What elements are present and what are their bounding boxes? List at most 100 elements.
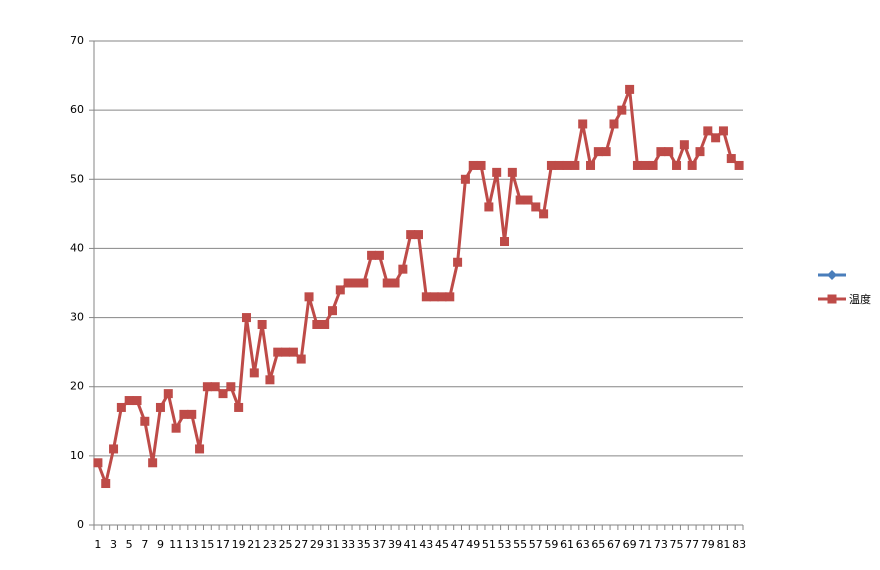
x-tick-label: 57 xyxy=(529,538,543,551)
marker xyxy=(351,278,361,288)
marker xyxy=(492,167,502,177)
marker xyxy=(312,319,322,329)
marker xyxy=(476,160,486,170)
marker xyxy=(640,160,650,170)
marker xyxy=(484,202,494,212)
x-tick-label: 47 xyxy=(451,538,465,551)
marker xyxy=(570,160,580,170)
x-tick-label: 13 xyxy=(185,538,199,551)
marker xyxy=(179,409,189,419)
x-tick-label: 7 xyxy=(141,538,148,551)
y-tick-label: 40 xyxy=(70,241,84,254)
y-tick-label: 10 xyxy=(70,449,84,462)
marker xyxy=(437,292,447,302)
x-tick-label: 33 xyxy=(341,538,355,551)
marker xyxy=(382,278,392,288)
x-tick-label: 71 xyxy=(638,538,652,551)
marker xyxy=(539,209,549,219)
x-tick-label: 17 xyxy=(216,538,230,551)
marker xyxy=(429,292,439,302)
marker xyxy=(155,402,165,412)
marker xyxy=(453,257,463,267)
marker xyxy=(296,354,306,364)
x-tick-label: 9 xyxy=(157,538,164,551)
marker xyxy=(265,375,275,385)
marker xyxy=(414,230,423,240)
marker xyxy=(320,319,330,329)
y-tick-label: 50 xyxy=(70,172,84,185)
marker xyxy=(390,278,400,288)
x-tick-label: 63 xyxy=(576,538,590,551)
marker xyxy=(398,264,408,274)
x-tick-label: 19 xyxy=(232,538,246,551)
marker xyxy=(672,160,682,170)
marker xyxy=(343,278,353,288)
marker xyxy=(734,160,744,170)
marker xyxy=(656,147,666,157)
x-tick-label: 53 xyxy=(498,538,512,551)
marker xyxy=(601,147,611,157)
marker xyxy=(827,294,837,304)
marker xyxy=(327,306,337,316)
marker xyxy=(93,458,103,468)
marker xyxy=(531,202,541,212)
marker xyxy=(148,458,158,468)
marker xyxy=(195,444,205,454)
marker xyxy=(507,167,517,177)
marker xyxy=(273,347,283,357)
marker xyxy=(500,237,510,247)
marker xyxy=(586,160,596,170)
marker xyxy=(304,292,314,302)
x-tick-label: 43 xyxy=(419,538,433,551)
marker xyxy=(335,285,345,295)
marker xyxy=(468,160,478,170)
x-tick-label: 67 xyxy=(607,538,621,551)
x-tick-label: 3 xyxy=(110,538,117,551)
marker xyxy=(648,160,658,170)
marker xyxy=(578,119,588,129)
y-tick-label: 70 xyxy=(70,34,84,47)
marker xyxy=(515,195,525,205)
x-tick-label: 5 xyxy=(126,538,133,551)
x-tick-label: 25 xyxy=(279,538,293,551)
marker xyxy=(664,147,674,157)
x-tick-label: 27 xyxy=(294,538,308,551)
marker xyxy=(609,119,619,129)
marker xyxy=(827,270,837,280)
marker xyxy=(132,396,142,406)
marker xyxy=(523,195,533,205)
marker xyxy=(546,160,556,170)
x-tick-label: 35 xyxy=(357,538,371,551)
y-tick-label: 0 xyxy=(77,518,84,531)
marker xyxy=(711,133,721,143)
marker xyxy=(718,126,728,136)
marker xyxy=(241,313,251,323)
marker xyxy=(163,389,173,399)
marker xyxy=(202,382,212,392)
x-tick-label: 41 xyxy=(404,538,418,551)
y-tick-label: 60 xyxy=(70,103,84,116)
marker xyxy=(116,402,126,412)
marker xyxy=(171,423,181,433)
x-tick-label: 69 xyxy=(623,538,637,551)
marker xyxy=(257,319,267,329)
marker xyxy=(218,389,228,399)
x-tick-label: 11 xyxy=(169,538,183,551)
marker xyxy=(226,382,236,392)
y-tick-label: 20 xyxy=(70,380,84,393)
x-tick-label: 55 xyxy=(513,538,527,551)
legend-label: 温度 xyxy=(849,292,871,306)
x-tick-label: 15 xyxy=(200,538,214,551)
x-tick-label: 83 xyxy=(732,538,746,551)
x-tick-label: 81 xyxy=(716,538,730,551)
marker xyxy=(359,278,369,288)
x-tick-label: 23 xyxy=(263,538,277,551)
marker xyxy=(695,147,705,157)
x-tick-label: 77 xyxy=(685,538,699,551)
marker xyxy=(445,292,455,302)
x-tick-label: 39 xyxy=(388,538,402,551)
marker xyxy=(593,147,603,157)
marker xyxy=(101,479,111,489)
